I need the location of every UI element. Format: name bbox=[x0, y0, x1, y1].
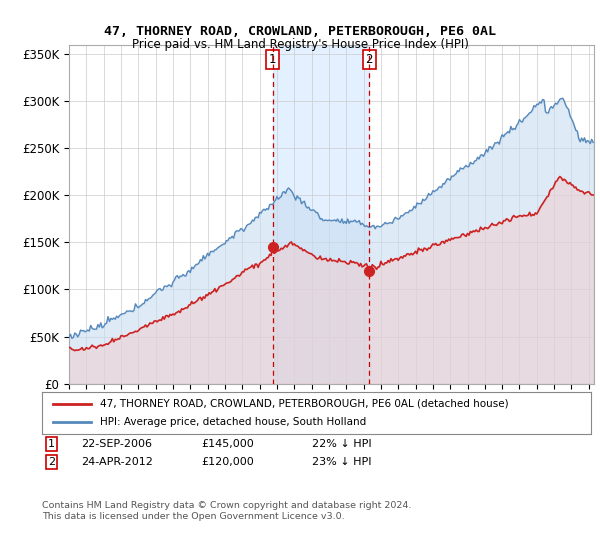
Text: 1: 1 bbox=[269, 53, 277, 66]
Text: 1: 1 bbox=[48, 439, 55, 449]
Text: £120,000: £120,000 bbox=[201, 457, 254, 467]
Text: 24-APR-2012: 24-APR-2012 bbox=[81, 457, 153, 467]
Text: 2: 2 bbox=[365, 53, 373, 66]
Text: 22% ↓ HPI: 22% ↓ HPI bbox=[312, 439, 371, 449]
Text: 47, THORNEY ROAD, CROWLAND, PETERBOROUGH, PE6 0AL (detached house): 47, THORNEY ROAD, CROWLAND, PETERBOROUGH… bbox=[100, 399, 508, 409]
Text: Contains HM Land Registry data © Crown copyright and database right 2024.
This d: Contains HM Land Registry data © Crown c… bbox=[42, 501, 412, 521]
Text: 23% ↓ HPI: 23% ↓ HPI bbox=[312, 457, 371, 467]
Text: HPI: Average price, detached house, South Holland: HPI: Average price, detached house, Sout… bbox=[100, 417, 366, 427]
Text: 2: 2 bbox=[48, 457, 55, 467]
Text: Price paid vs. HM Land Registry's House Price Index (HPI): Price paid vs. HM Land Registry's House … bbox=[131, 38, 469, 51]
Text: 47, THORNEY ROAD, CROWLAND, PETERBOROUGH, PE6 0AL: 47, THORNEY ROAD, CROWLAND, PETERBOROUGH… bbox=[104, 25, 496, 38]
Text: 22-SEP-2006: 22-SEP-2006 bbox=[81, 439, 152, 449]
Text: £145,000: £145,000 bbox=[201, 439, 254, 449]
Bar bbox=[272, 45, 370, 384]
